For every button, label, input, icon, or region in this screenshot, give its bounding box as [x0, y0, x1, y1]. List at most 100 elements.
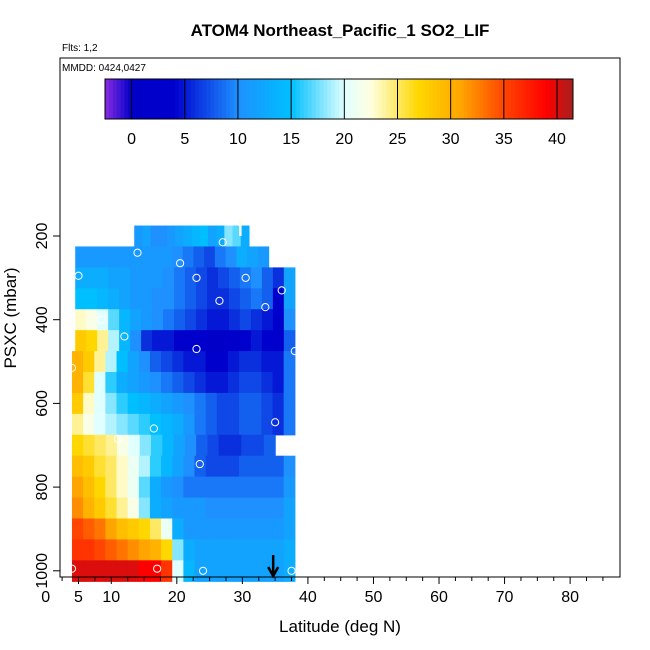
heatmap-cell: [94, 539, 106, 561]
heatmap-cell: [217, 288, 230, 310]
heatmap-cell: [149, 539, 162, 561]
colorbar-swatch: [268, 79, 274, 119]
heatmap-cell: [196, 309, 208, 331]
heatmap-cell: [94, 413, 106, 436]
heatmap-cell: [283, 413, 296, 436]
heatmap-cell: [94, 392, 106, 415]
heatmap-cell: [250, 309, 263, 331]
colorbar-swatch: [459, 79, 465, 119]
heatmap-cell: [117, 434, 129, 457]
colorbar-swatch: [522, 79, 527, 119]
heatmap-cell: [228, 288, 241, 310]
colorbar-swatch: [378, 79, 383, 119]
colorbar-swatch: [526, 79, 531, 119]
heatmap-cell: [194, 560, 207, 582]
heatmap-cell: [283, 288, 296, 310]
colorbar-swatch: [420, 79, 426, 119]
heatmap-cell: [194, 539, 207, 561]
heatmap-cell: [116, 560, 129, 582]
heatmap-cell: [152, 267, 164, 289]
heatmap-cell: [272, 288, 285, 310]
colorbar-swatch: [155, 79, 161, 119]
dates-label: MMDD: 0424,0427: [62, 63, 146, 74]
heatmap-cell: [227, 560, 240, 582]
y-axis-label: PSXC (mbar): [1, 267, 20, 368]
heatmap-cell: [250, 372, 262, 394]
heatmap-cell: [227, 372, 240, 394]
colorbar-swatch: [218, 79, 223, 119]
colorbar-swatch: [280, 79, 285, 119]
colorbar-swatch: [514, 79, 519, 119]
colorbar-swatch: [456, 79, 461, 119]
heatmap-cell: [116, 497, 129, 520]
heatmap-cell: [83, 518, 95, 541]
y-tick-label: 600: [34, 390, 51, 417]
heatmap-cell: [183, 351, 196, 373]
heatmap-cell: [172, 372, 184, 394]
data-marker: [74, 271, 83, 280]
colorbar-swatch: [506, 79, 512, 119]
heatmap-cell: [172, 539, 184, 561]
heatmap-cell: [224, 225, 234, 248]
heatmap-cell: [216, 225, 225, 248]
heatmap-cell: [239, 476, 251, 499]
colorbar-tick-label: 10: [229, 131, 247, 148]
heatmap-cell: [217, 309, 230, 331]
colorbar-swatch: [151, 79, 157, 119]
data-marker: [153, 564, 162, 573]
colorbar-swatch: [471, 79, 476, 119]
heatmap-cell: [139, 246, 152, 268]
x-tick-label: 40: [299, 589, 317, 606]
colorbar-swatch: [331, 79, 336, 119]
heatmap-cell: [105, 476, 118, 499]
data-marker: [113, 434, 122, 444]
colorbar-tick-label: 25: [389, 131, 407, 148]
x-tick-label: 70: [496, 589, 514, 606]
heatmap-cell: [194, 497, 207, 520]
colorbar-swatch: [307, 79, 313, 119]
colorbar-swatch: [362, 79, 367, 119]
heatmap-cell: [127, 413, 140, 436]
heatmap-cell: [191, 225, 201, 248]
data-marker: [192, 273, 201, 282]
heatmap-cell: [161, 497, 173, 520]
heatmap-cell: [239, 455, 251, 478]
heatmap-cell: [239, 392, 251, 415]
heatmap-cell: [261, 476, 274, 499]
x-tick-label: 0: [41, 589, 50, 606]
colorbar-swatch: [257, 79, 262, 119]
heatmap-cell: [138, 518, 151, 541]
colorbar-swatch: [163, 79, 168, 119]
colorbar-swatch: [319, 79, 324, 119]
heatmap-cell: [138, 413, 151, 436]
colorbar-swatch: [303, 79, 309, 119]
heatmap-cell: [83, 351, 95, 373]
colorbar-swatch: [147, 79, 153, 119]
heatmap-cell: [216, 351, 229, 373]
colorbar-swatch: [159, 79, 164, 119]
data-marker: [176, 259, 185, 268]
heatmap-cell: [75, 330, 87, 352]
heatmap-cell: [216, 518, 229, 541]
heatmap-cell: [128, 246, 141, 268]
heatmap-cell: [71, 560, 84, 582]
heatmap-cell: [105, 455, 118, 478]
heatmap-cell: [272, 560, 285, 582]
heatmap-cell: [196, 288, 208, 310]
heatmap-cell: [216, 413, 229, 436]
colorbar-swatch: [190, 79, 196, 119]
x-tick-label: 50: [365, 589, 383, 606]
colorbar-swatch: [495, 79, 500, 119]
colorbar-swatch: [463, 79, 469, 119]
colorbar-swatch: [264, 79, 270, 119]
heatmap-cell: [183, 497, 196, 520]
heatmap-cell: [205, 351, 218, 373]
colorbar-swatch: [249, 79, 254, 119]
colorbar-swatch: [222, 79, 227, 119]
heatmap-cell: [247, 246, 259, 268]
heatmap-cell: [83, 455, 95, 478]
heatmap-cell: [127, 455, 140, 478]
heatmap-cell: [130, 288, 142, 310]
heatmap-cell: [250, 455, 262, 478]
heatmap-cell: [261, 392, 274, 415]
